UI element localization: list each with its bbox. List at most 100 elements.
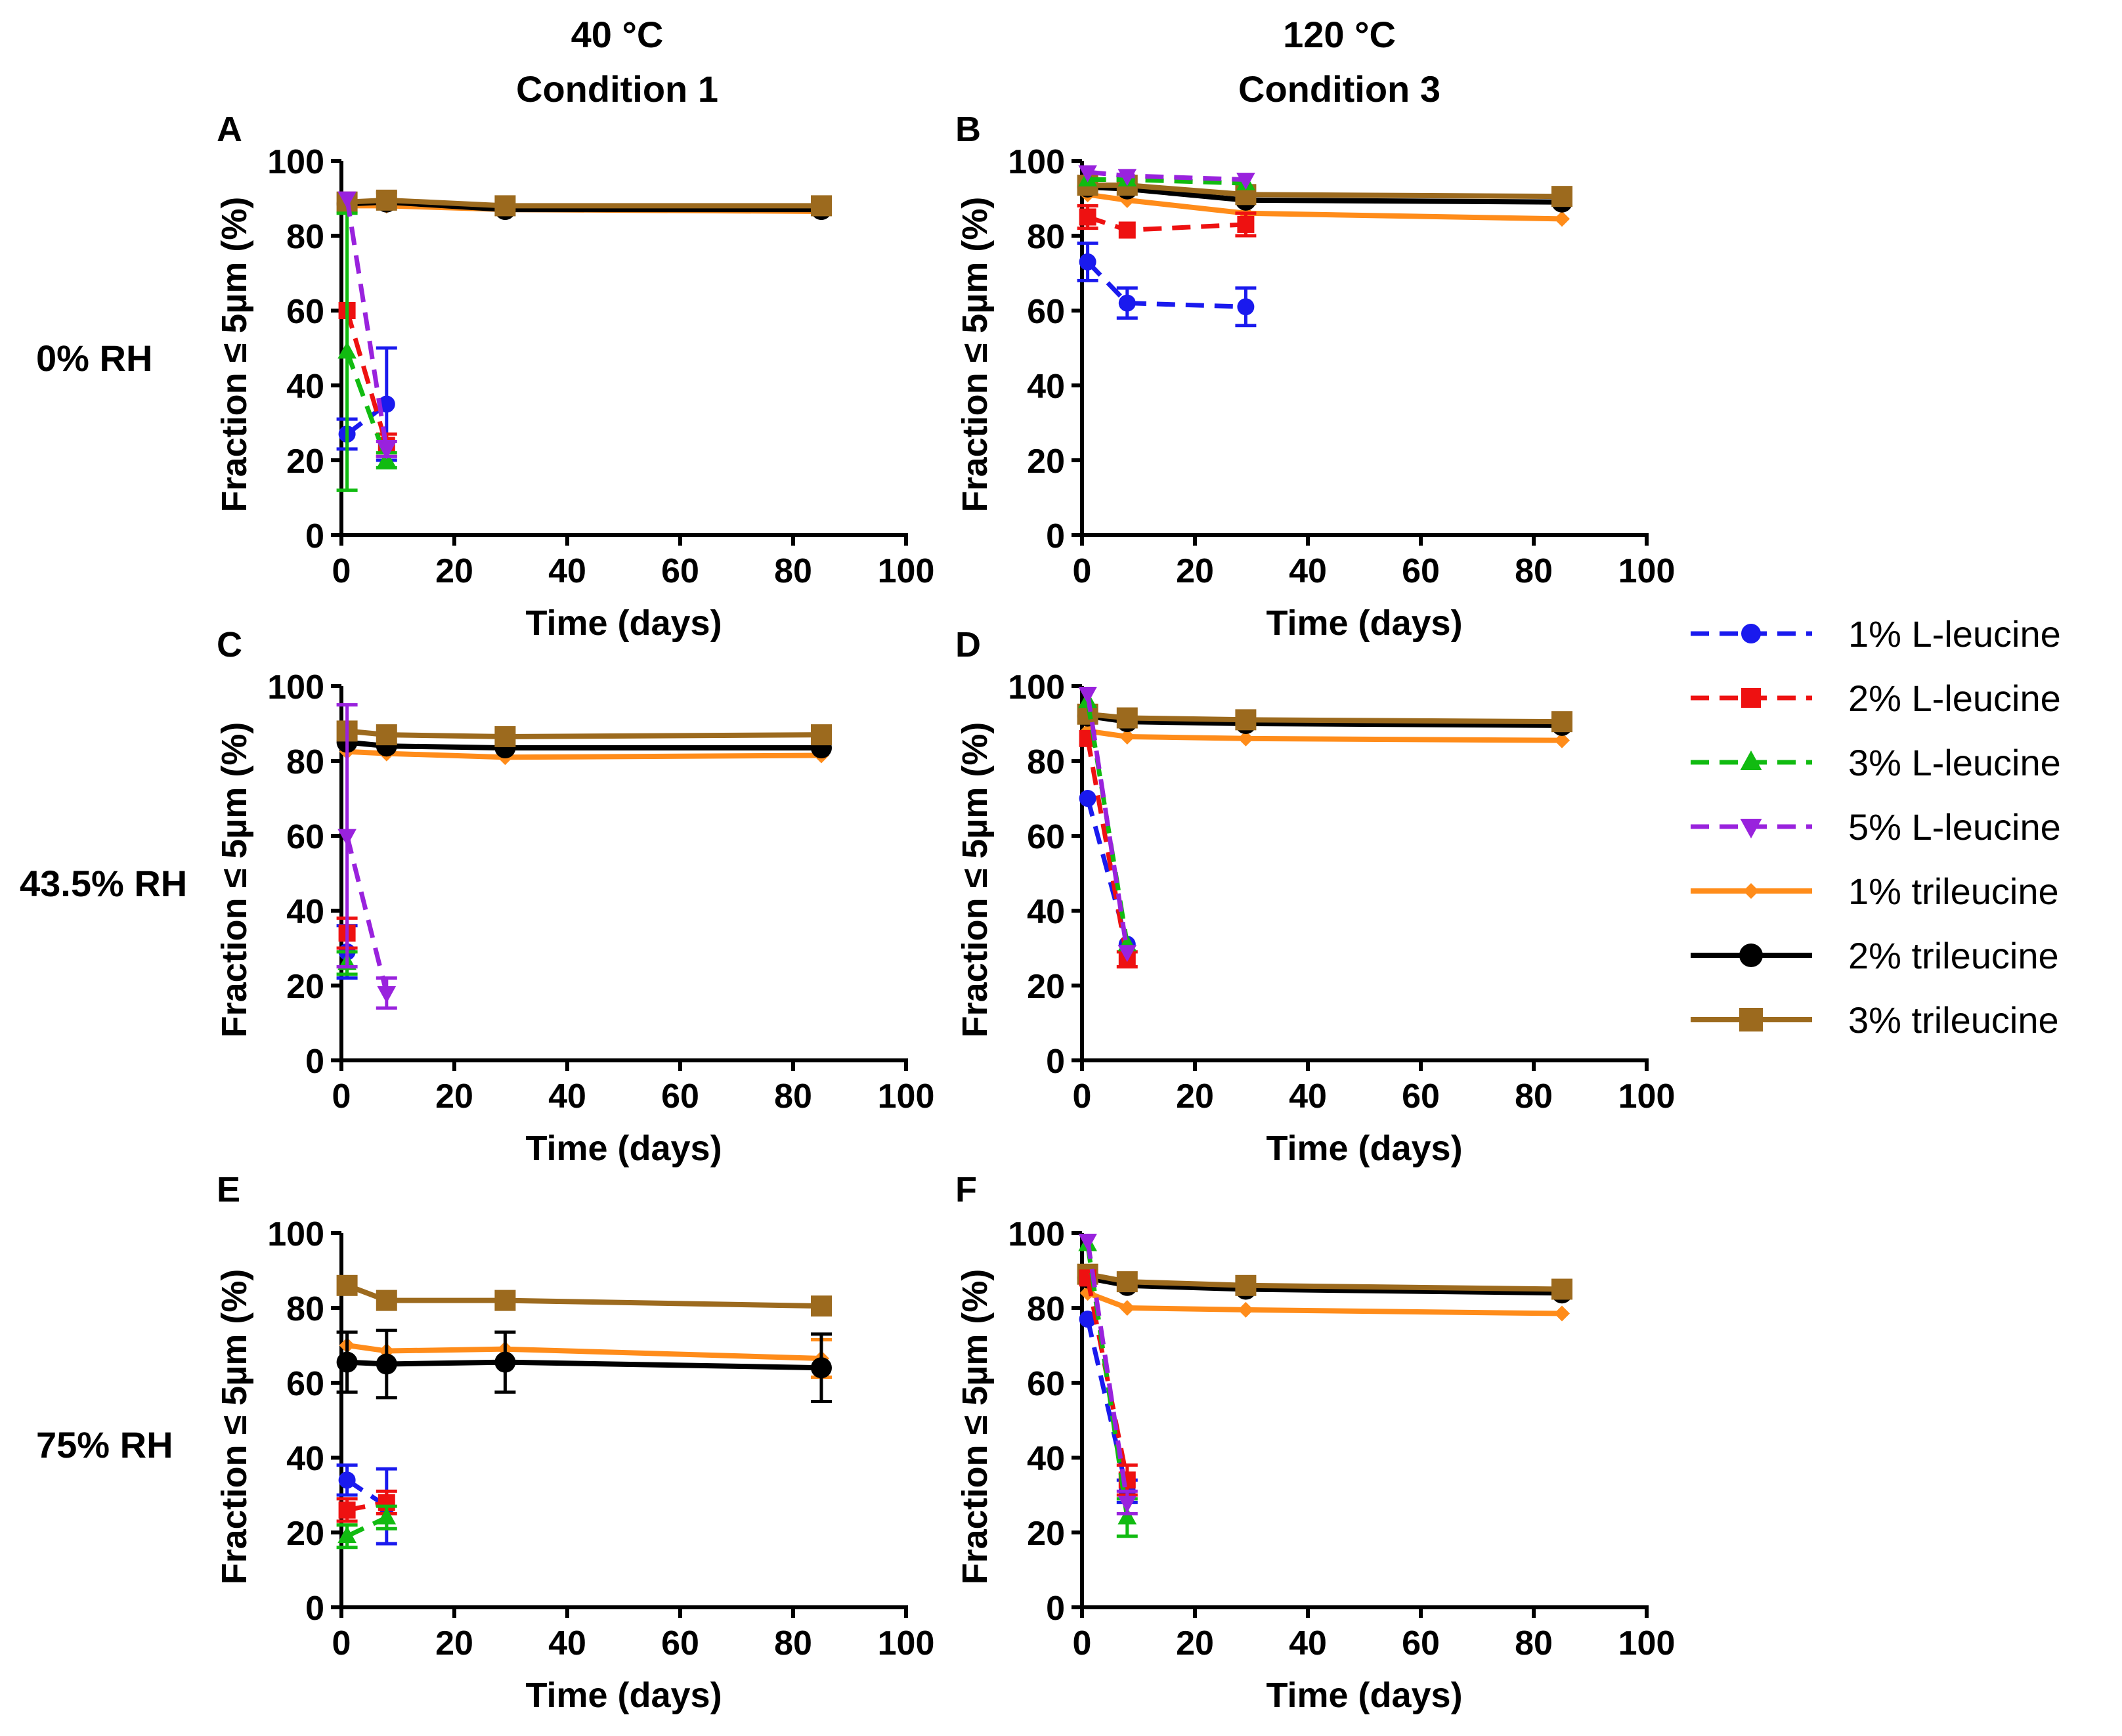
y-axis-label: Fraction ≤ 5µm (%): [955, 1269, 995, 1585]
panel-letter: E: [217, 1170, 240, 1209]
panel-letter: A: [217, 110, 242, 149]
series-line: [1086, 260, 1246, 309]
legend-marker: [1739, 944, 1763, 967]
series-line: [347, 728, 822, 739]
legend-label: 3% L-leucine: [1848, 742, 2061, 783]
y-tick-label: 80: [286, 743, 324, 781]
data-point: [336, 1351, 358, 1373]
x-tick-label: 20: [435, 1624, 473, 1662]
x-tick-label: 20: [435, 552, 473, 590]
row-label-rh-0: 0% RH: [36, 337, 152, 379]
x-tick-label: 100: [878, 1077, 935, 1116]
series-5-l-leucine: [1078, 1234, 1138, 1515]
y-tick-label: 0: [305, 1043, 324, 1081]
data-point: [1119, 728, 1135, 745]
series-line: [1085, 1244, 1130, 1518]
data-point: [811, 724, 832, 746]
x-tick-label: 100: [1618, 1624, 1676, 1662]
series-line: [1087, 1275, 1563, 1296]
col-header-condition-2: Condition 3: [1238, 68, 1440, 110]
y-axis-label: Fraction ≤ 5µm (%): [215, 197, 254, 513]
panels: A 0 20 40 60 80 100 0 20 40 60 80 100 Time (days) Frac…: [215, 110, 1675, 1715]
x-axis-label: Time (days): [525, 1676, 722, 1715]
legend-label: 2% trileucine: [1848, 935, 2059, 976]
data-point: [1118, 294, 1136, 312]
y-tick-label: 20: [1027, 968, 1065, 1006]
x-tick-label: 40: [1289, 1624, 1327, 1662]
data-point: [377, 1507, 397, 1525]
data-point: [1238, 1301, 1254, 1318]
data-point: [1117, 945, 1137, 963]
data-point: [1079, 1311, 1096, 1328]
panel-letter: B: [955, 110, 981, 149]
col-header-temp-2: 120 °C: [1283, 14, 1396, 55]
x-axis-label: Time (days): [525, 1129, 722, 1168]
series-line: [345, 310, 389, 446]
series-line: [1087, 1271, 1563, 1292]
series-5-l-leucine: [336, 703, 397, 1010]
y-tick-label: 60: [286, 818, 324, 856]
data-point: [1235, 1274, 1257, 1296]
series-line: [1087, 215, 1246, 232]
y-tick-label: 80: [1027, 743, 1065, 781]
data-point: [1551, 1278, 1572, 1300]
series-line: [347, 197, 821, 209]
legend-label: 3% trileucine: [1848, 999, 2059, 1041]
y-tick-label: 60: [1027, 293, 1065, 331]
y-tick-label: 40: [1027, 368, 1065, 406]
series-3-l-leucine: [336, 1504, 397, 1550]
legend-item: 2% L-leucine: [1691, 678, 2061, 719]
data-point: [494, 1290, 516, 1311]
panel-E: E 0 20 40 60 80 100 0 20 40 60 80 100 Time (days) Frac…: [215, 1170, 934, 1715]
data-point: [1117, 1496, 1137, 1513]
y-tick-label: 100: [267, 143, 324, 181]
y-tick-label: 0: [305, 1590, 324, 1628]
series-3-trileucine: [336, 1274, 832, 1317]
x-tick-label: 40: [548, 1077, 586, 1116]
y-tick-label: 60: [1027, 818, 1065, 856]
x-tick-label: 100: [878, 1624, 935, 1662]
y-tick-label: 40: [286, 368, 324, 406]
data-point: [1119, 1300, 1135, 1316]
series-line: [1085, 693, 1130, 953]
data-point: [1078, 687, 1097, 704]
series-5-l-leucine: [1078, 687, 1137, 963]
data-point: [494, 1351, 516, 1373]
col-header-temp-1: 40 °C: [571, 14, 664, 55]
x-tick-label: 60: [1402, 552, 1440, 590]
series-1-trileucine: [339, 1337, 832, 1379]
series-line: [1085, 1318, 1130, 1492]
x-tick-label: 100: [878, 552, 935, 590]
data-point: [1551, 186, 1572, 207]
data-point: [811, 1295, 832, 1317]
x-tick-label: 100: [1618, 552, 1676, 590]
series-line: [1087, 184, 1563, 205]
y-tick-label: 0: [1046, 517, 1065, 555]
series-line: [347, 1343, 822, 1361]
y-tick-label: 20: [1027, 1515, 1065, 1553]
x-axis-label: Time (days): [1266, 1129, 1462, 1168]
data-point: [377, 442, 397, 460]
series-2-l-leucine: [1079, 729, 1138, 968]
y-tick-label: 20: [1027, 443, 1065, 481]
y-tick-label: 20: [286, 443, 324, 481]
data-point: [336, 1274, 358, 1296]
data-point: [811, 195, 832, 217]
data-point: [1554, 211, 1570, 227]
data-point: [1117, 1507, 1137, 1525]
data-point: [1237, 298, 1255, 316]
x-tick-label: 60: [1402, 1077, 1440, 1116]
data-point: [1235, 709, 1257, 731]
x-tick-label: 80: [774, 1077, 812, 1116]
y-tick-label: 0: [1046, 1043, 1065, 1081]
panel-D: D 0 20 40 60 80 100 0 20 40 60 80 100 Time (days) Frac…: [955, 625, 1675, 1168]
legend-item: 3% L-leucine: [1691, 742, 2061, 783]
legend-item: 1% L-leucine: [1691, 613, 2061, 655]
x-tick-label: 20: [1176, 1624, 1214, 1662]
legend-item: 5% L-leucine: [1691, 806, 2061, 848]
legend-marker: [1741, 624, 1761, 643]
data-point: [1554, 732, 1570, 749]
x-axis-label: Time (days): [525, 603, 722, 643]
x-tick-label: 0: [332, 1624, 351, 1662]
series-5-l-leucine: [1078, 165, 1255, 190]
